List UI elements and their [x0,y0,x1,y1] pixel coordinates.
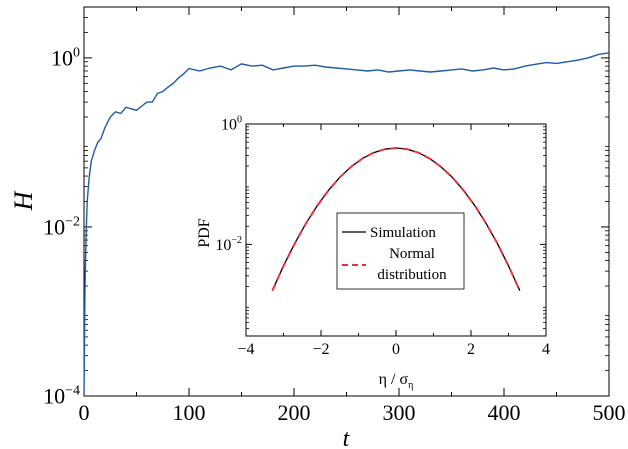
main-x-axis-label: t [343,426,351,449]
legend-normal-label-line1: Normal [389,246,435,262]
main-y-tick-label: 100 [51,46,80,71]
inset-x-tick-label: −2 [312,341,329,358]
inset-x-axis-label: η / ση [379,371,414,391]
inset-normal-line [271,146,521,292]
inset-x-tick-label: −4 [237,341,254,358]
main-x-tick-label: 300 [383,400,416,425]
main-y-tick-label: 10−2 [43,215,80,240]
main-x-tick-label: 400 [488,400,521,425]
main-y-ticks: 10−4 10−2 100 [43,17,609,409]
legend-simulation-label: Simulation [370,225,436,241]
inset-y-tick-label: 10−2 [215,235,242,254]
main-y-tick-label: 10−4 [43,384,80,409]
main-x-tick-label: 500 [593,400,626,425]
main-y-axis-label: H [9,190,38,211]
main-panel: 0 100 200 300 400 500 10−4 10−2 100 t H [9,6,626,449]
inset-y-tick-label: 100 [221,115,242,134]
inset-x-tick-label: 4 [542,341,550,358]
main-x-tick-label: 0 [79,400,90,425]
inset-panel: −4 −2 0 2 4 10−2 100 η / ση PDF Simulation No… [196,115,550,391]
main-x-ticks: 0 100 200 300 400 500 [79,7,626,425]
main-x-tick-label: 200 [278,400,311,425]
inset-x-tick-label: 0 [392,341,400,358]
inset-y-axis-label: PDF [196,218,213,247]
main-series-line [83,52,610,397]
inset-y-ticks: 10−2 100 [215,115,546,337]
legend-normal-label-line2: distribution [377,267,447,283]
main-x-tick-label: 100 [173,400,206,425]
inset-legend: Simulation Normal distribution [336,212,465,290]
legend-box [336,212,465,290]
inset-x-tick-label: 2 [467,341,475,358]
